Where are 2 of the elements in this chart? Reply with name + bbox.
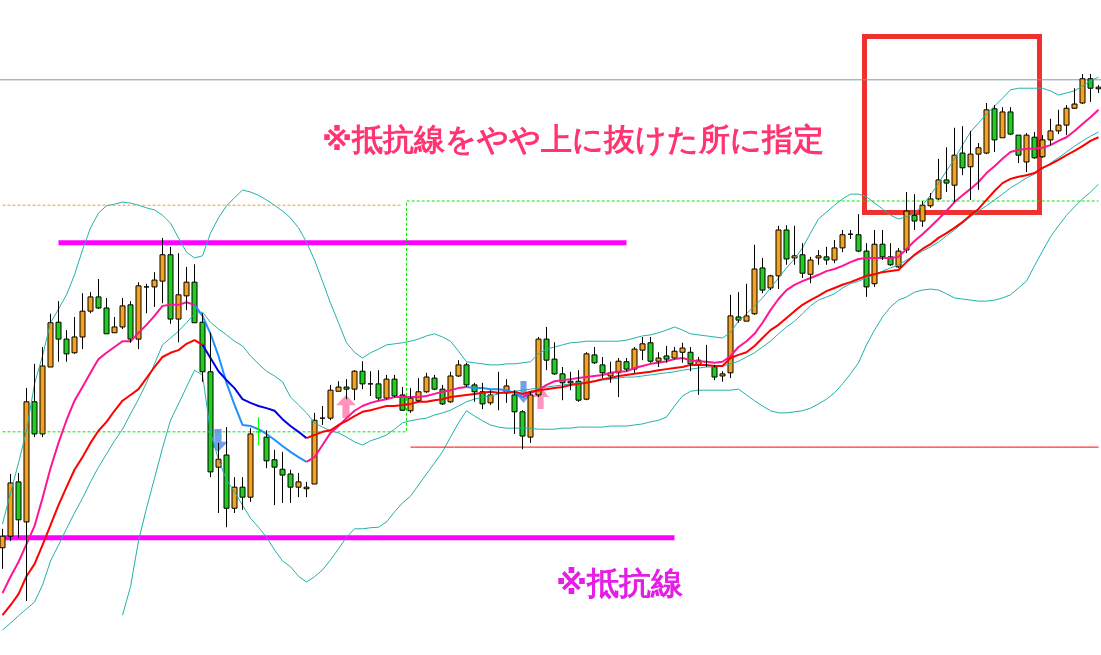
annotation: ※抵抗線をやや上に抜けた所に指定 (322, 121, 825, 157)
annotation: ※抵抗線 (556, 564, 684, 602)
